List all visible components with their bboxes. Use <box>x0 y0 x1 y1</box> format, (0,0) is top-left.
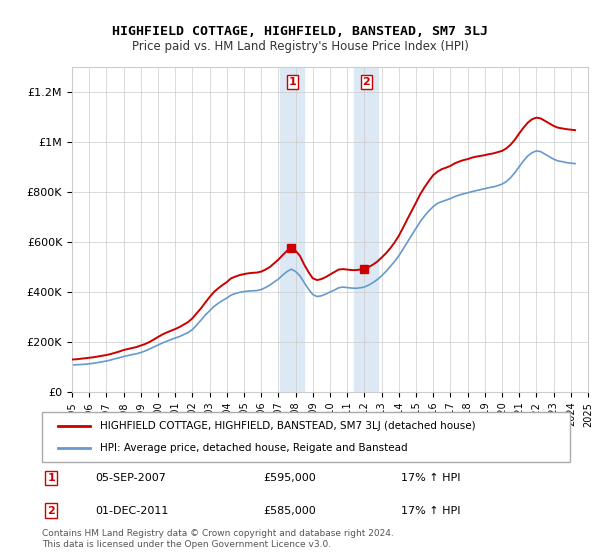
Text: £595,000: £595,000 <box>264 473 317 483</box>
Text: Contains HM Land Registry data © Crown copyright and database right 2024.
This d: Contains HM Land Registry data © Crown c… <box>42 529 394 549</box>
Bar <box>280 67 304 392</box>
Text: HPI: Average price, detached house, Reigate and Banstead: HPI: Average price, detached house, Reig… <box>100 443 408 453</box>
Bar <box>354 67 378 392</box>
Text: Price paid vs. HM Land Registry's House Price Index (HPI): Price paid vs. HM Land Registry's House … <box>131 40 469 53</box>
Text: HIGHFIELD COTTAGE, HIGHFIELD, BANSTEAD, SM7 3LJ (detached house): HIGHFIELD COTTAGE, HIGHFIELD, BANSTEAD, … <box>100 421 476 431</box>
Text: 05-SEP-2007: 05-SEP-2007 <box>95 473 166 483</box>
FancyBboxPatch shape <box>42 412 570 462</box>
Text: 17% ↑ HPI: 17% ↑ HPI <box>401 506 461 516</box>
Text: 2: 2 <box>47 506 55 516</box>
Text: 01-DEC-2011: 01-DEC-2011 <box>95 506 168 516</box>
Text: 2: 2 <box>362 77 370 87</box>
Text: 17% ↑ HPI: 17% ↑ HPI <box>401 473 461 483</box>
Text: 1: 1 <box>47 473 55 483</box>
Text: £585,000: £585,000 <box>264 506 317 516</box>
Text: 1: 1 <box>288 77 296 87</box>
Text: HIGHFIELD COTTAGE, HIGHFIELD, BANSTEAD, SM7 3LJ: HIGHFIELD COTTAGE, HIGHFIELD, BANSTEAD, … <box>112 25 488 38</box>
